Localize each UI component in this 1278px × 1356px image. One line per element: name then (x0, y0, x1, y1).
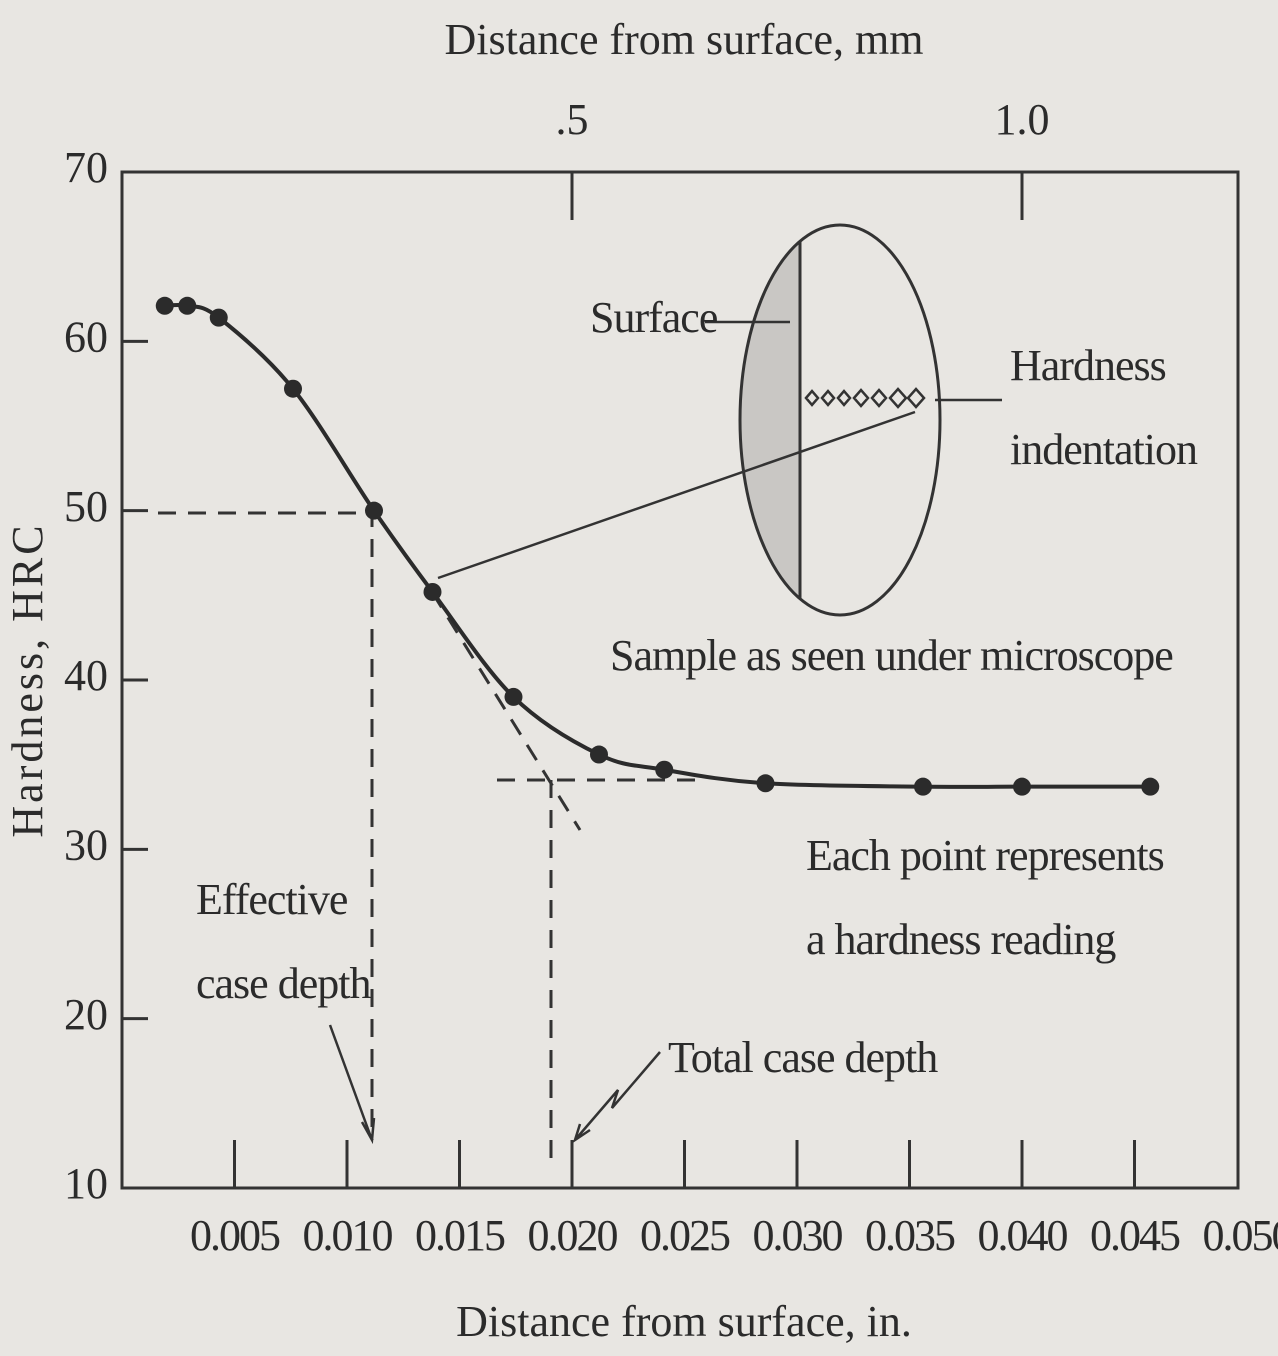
x-tick-label: 0.005 (190, 1211, 280, 1260)
y-tick-label: 20 (64, 990, 108, 1039)
data-point (1013, 777, 1031, 796)
y-tick-label: 70 (64, 143, 108, 192)
x-tick-label: 0.010 (303, 1211, 393, 1260)
total-arrow (572, 1051, 661, 1144)
effective-arrow (328, 1024, 376, 1145)
microscope-inset (437, 223, 1002, 617)
annotation: Total case depth (668, 1033, 938, 1082)
data-point (284, 379, 302, 398)
y-axis-title: Hardness, HRC (3, 522, 52, 837)
annotation: Effective (196, 875, 347, 924)
total-depth-guide (430, 591, 700, 1160)
y-tick-label: 50 (64, 482, 108, 531)
surface-shade (739, 241, 800, 599)
x-tick-label: 0.045 (1090, 1211, 1180, 1260)
inset-ellipse (738, 223, 942, 617)
leader-lines (437, 320, 1002, 580)
annotation: indentation (1010, 425, 1198, 474)
x2-tick-label: 1.0 (995, 95, 1050, 144)
data-point (178, 296, 197, 315)
x-tick-label: 0.015 (415, 1211, 505, 1260)
data-point (655, 760, 674, 779)
data-point (423, 582, 442, 601)
y-tick-label: 40 (64, 651, 108, 700)
y-tick-label: 10 (64, 1159, 108, 1208)
data-point (504, 687, 523, 706)
data-point (209, 308, 228, 327)
x-tick-label: 0.050 (1203, 1211, 1278, 1260)
x-tick-label: 0.040 (978, 1211, 1068, 1260)
hardness-curve (164, 302, 1151, 789)
x-tick-label: 0.020 (528, 1211, 618, 1260)
effective-depth-guide (158, 511, 374, 1140)
annotation: Hardness (1010, 341, 1166, 390)
data-point (756, 774, 775, 793)
annotation: case depth (196, 959, 371, 1008)
top-axis-title: Distance from surface, mm (445, 15, 924, 64)
y-tick-label: 60 (64, 312, 108, 361)
data-point (155, 296, 174, 315)
data-point (590, 745, 608, 764)
x-tick-label: 0.030 (753, 1211, 843, 1260)
x-axis-title: Distance from surface, in. (456, 1297, 912, 1346)
annotation: Surface (590, 293, 717, 342)
data-point (914, 777, 932, 796)
x-tick-label: 0.025 (640, 1211, 730, 1260)
x-tick-label: 0.035 (865, 1211, 955, 1260)
annotation: Sample as seen under microscope (610, 631, 1173, 680)
annotation: Each point represents (806, 831, 1164, 880)
data-point (1141, 777, 1160, 796)
data-point (365, 501, 383, 520)
indentations (804, 387, 926, 409)
annotation: a hardness reading (806, 915, 1116, 964)
reference-lines (158, 511, 700, 1160)
y-tick-label: 30 (64, 820, 108, 869)
x2-tick-label: .5 (556, 95, 589, 144)
